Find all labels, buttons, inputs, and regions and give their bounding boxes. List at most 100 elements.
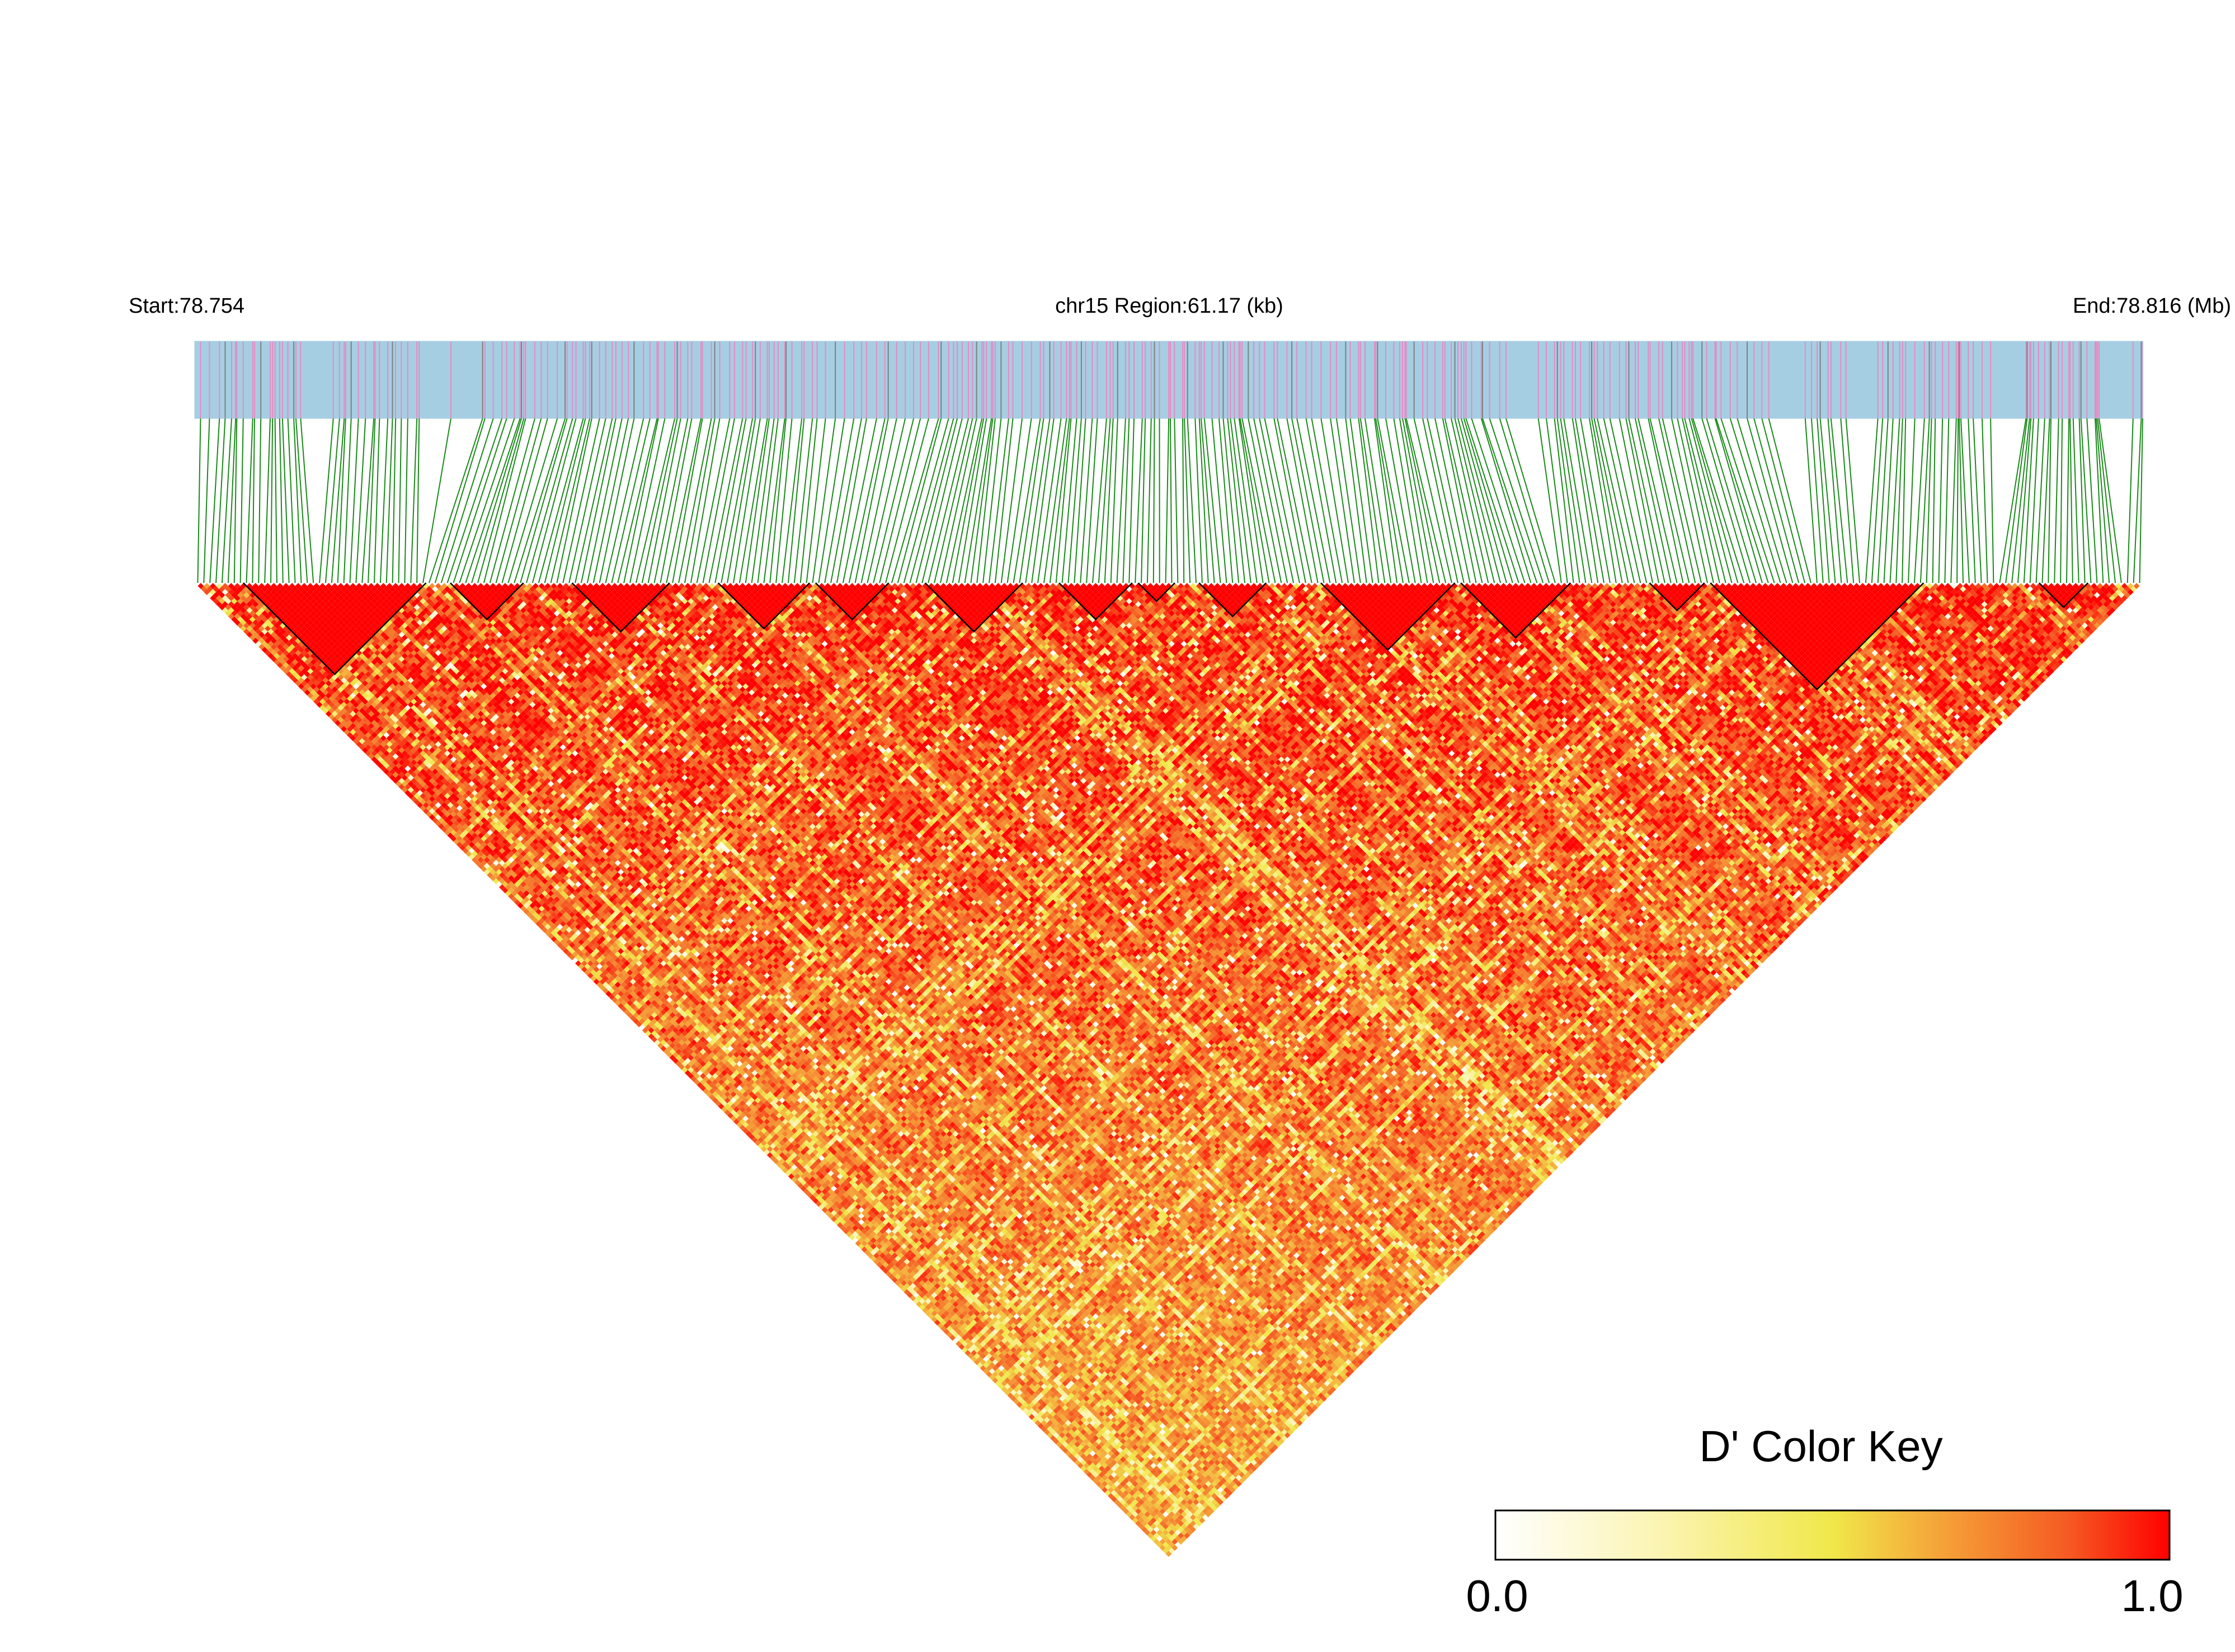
snp-connector-line	[758, 418, 778, 583]
snp-connector-line	[404, 418, 407, 583]
snp-connector-line	[1230, 418, 1251, 583]
snp-connector-line	[1483, 418, 1537, 583]
snp-connector-line	[2128, 418, 2133, 583]
snp-connector-line	[1212, 418, 1226, 583]
snp-connector-line	[417, 418, 419, 583]
snp-connector-line	[1921, 418, 1930, 583]
snp-connector-line	[1451, 418, 1488, 583]
snp-connector-line	[1747, 418, 1792, 583]
snp-connector-line	[1769, 418, 1811, 583]
snp-connector-line	[685, 418, 715, 583]
snp-connector-line	[478, 418, 524, 583]
snp-connector-line	[393, 418, 396, 583]
snp-connector-line	[453, 418, 506, 583]
snp-connector-line	[1805, 418, 1817, 583]
snp-connector-line	[1629, 418, 1664, 583]
snp-connector-line	[782, 418, 802, 583]
start-label: Start:78.754	[129, 294, 244, 318]
snp-connector-line	[1908, 418, 1915, 583]
snp-connector-line	[520, 418, 567, 583]
snp-connector-line	[1306, 418, 1336, 583]
snp-connector-line	[551, 418, 590, 583]
snp-connector-line	[204, 418, 209, 583]
snp-connector-line	[788, 418, 804, 583]
snp-connector-line	[1135, 418, 1142, 583]
snp-connector-line	[2054, 418, 2058, 583]
snp-connector-line	[533, 418, 576, 583]
snp-connector-line	[1129, 418, 1134, 583]
snp-connector-line	[435, 418, 485, 583]
end-label: End:78.816 (Mb)	[2073, 294, 2231, 318]
snp-connector-line	[1945, 418, 1949, 583]
snp-connector-line	[611, 418, 650, 583]
snp-connector-line	[1872, 418, 1883, 583]
snp-connector-line	[2073, 418, 2079, 583]
snp-connector-line	[1914, 418, 1925, 583]
snp-connector-line	[411, 418, 417, 583]
snp-connector-line	[1846, 418, 1860, 583]
snp-connector-line	[1721, 418, 1774, 583]
snp-connector-line	[1841, 418, 1853, 583]
snp-connector-line	[2070, 418, 2073, 583]
snp-connector-line	[246, 418, 252, 583]
snp-connector-line	[831, 418, 862, 583]
snp-connector-line	[1604, 418, 1641, 583]
snp-connector-line	[1032, 418, 1054, 583]
snp-connector-line	[1933, 418, 1936, 583]
snp-connector-line	[1927, 418, 1932, 583]
snp-connector-line	[197, 418, 200, 583]
snp-connector-line	[1086, 418, 1097, 583]
snp-connector-line	[1999, 418, 2026, 583]
snp-connector-line	[1902, 418, 1905, 583]
snp-connector-line	[2087, 418, 2097, 583]
snp-connector-line	[1957, 418, 1958, 583]
snp-connector-line	[399, 418, 402, 583]
snp-connector-line	[275, 418, 277, 583]
snp-connector-line	[265, 418, 270, 583]
snp-connector-line	[1174, 418, 1178, 583]
snp-connector-line	[1461, 418, 1507, 583]
snp-connector-line	[1074, 418, 1085, 583]
snp-connector-line	[1038, 418, 1061, 583]
snp-connector-line	[1506, 418, 1555, 583]
snp-connector-line	[1361, 418, 1385, 583]
snp-connector-line	[1166, 418, 1169, 583]
snp-connector-line	[241, 418, 243, 583]
snp-connector-line	[319, 418, 333, 583]
snp-connector-line	[1702, 418, 1750, 583]
snp-connector-line	[1896, 418, 1902, 583]
snp-connector-line	[1866, 418, 1878, 583]
snp-connector-line	[764, 418, 784, 583]
snp-connector-line	[1274, 418, 1306, 583]
snp-connector-line	[2012, 418, 2030, 583]
snp-connector-line	[1183, 418, 1184, 583]
snp-connector-line	[380, 418, 388, 583]
snp-connector-line	[1620, 418, 1653, 583]
snp-connector-line	[502, 418, 548, 583]
snp-connector-line	[1025, 418, 1050, 583]
snp-connector-line	[1141, 418, 1145, 583]
snp-connector-lines	[197, 418, 2143, 583]
snp-connector-line	[271, 418, 272, 583]
snp-connector-line	[947, 418, 982, 583]
snp-connector-line	[280, 418, 283, 583]
snp-connector-line	[1638, 418, 1677, 583]
snp-connector-line	[1982, 418, 1988, 583]
snp-connector-line	[953, 418, 984, 583]
snp-connector-line	[1154, 418, 1155, 583]
snp-connector-line	[746, 418, 769, 583]
snp-connector-line	[703, 418, 735, 583]
snp-connector-line	[283, 418, 289, 583]
snp-connector-line	[1938, 418, 1942, 583]
snp-connector-line	[1811, 418, 1823, 583]
snp-connector-line	[300, 418, 313, 583]
snp-connector-line	[964, 418, 991, 583]
snp-connector-line	[636, 418, 675, 583]
region-label: chr15 Region:61.17 (kb)	[1055, 294, 1283, 318]
snp-connector-line	[258, 418, 261, 583]
snp-connector-line	[825, 418, 854, 583]
snp-connector-line	[484, 418, 526, 583]
ld-heatmap-triangle	[197, 583, 2139, 1557]
snp-connector-line	[288, 418, 295, 583]
